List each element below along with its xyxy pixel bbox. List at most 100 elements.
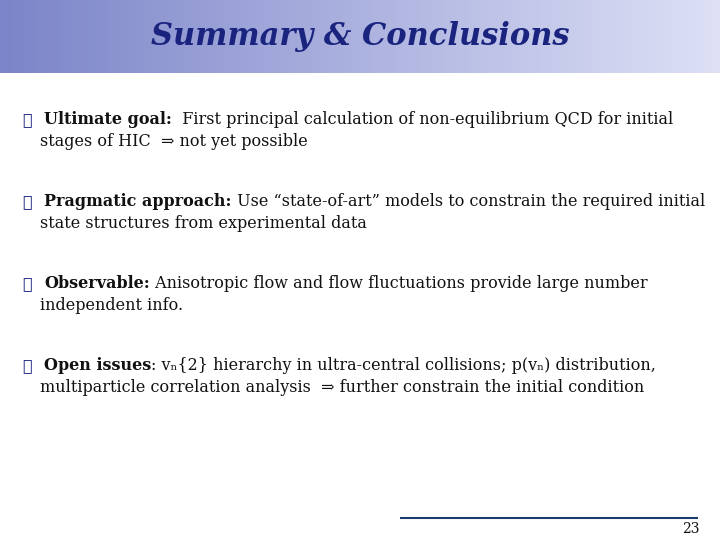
- Bar: [329, 0, 332, 73]
- Bar: [475, 0, 478, 73]
- Bar: [513, 0, 516, 73]
- Bar: [374, 0, 377, 73]
- Bar: [358, 0, 361, 73]
- Bar: [135, 0, 138, 73]
- Bar: [144, 0, 147, 73]
- Bar: [559, 0, 562, 73]
- Bar: [574, 0, 577, 73]
- Bar: [377, 0, 379, 73]
- Bar: [94, 0, 96, 73]
- Bar: [367, 0, 370, 73]
- Bar: [163, 0, 166, 73]
- Bar: [420, 0, 423, 73]
- Bar: [605, 0, 608, 73]
- Bar: [590, 0, 593, 73]
- Bar: [461, 0, 464, 73]
- Bar: [60, 0, 63, 73]
- Bar: [641, 0, 644, 73]
- Bar: [19, 0, 22, 73]
- Bar: [480, 0, 483, 73]
- Bar: [430, 0, 433, 73]
- Bar: [65, 0, 68, 73]
- Text: independent info.: independent info.: [40, 297, 183, 314]
- Bar: [283, 0, 286, 73]
- Bar: [346, 0, 348, 73]
- Bar: [171, 0, 174, 73]
- Bar: [456, 0, 459, 73]
- Bar: [331, 0, 334, 73]
- Bar: [372, 0, 375, 73]
- Bar: [269, 0, 271, 73]
- Bar: [533, 0, 536, 73]
- Bar: [81, 0, 84, 73]
- Bar: [254, 0, 257, 73]
- Bar: [449, 0, 451, 73]
- Bar: [317, 0, 320, 73]
- Bar: [204, 0, 207, 73]
- Bar: [547, 0, 550, 73]
- Bar: [41, 0, 44, 73]
- Bar: [689, 0, 692, 73]
- Bar: [711, 0, 714, 73]
- Bar: [423, 0, 426, 73]
- Bar: [598, 0, 600, 73]
- Bar: [310, 0, 312, 73]
- Bar: [650, 0, 653, 73]
- Bar: [470, 0, 473, 73]
- Bar: [250, 0, 253, 73]
- Bar: [715, 0, 718, 73]
- Bar: [252, 0, 255, 73]
- Bar: [398, 0, 401, 73]
- Bar: [161, 0, 163, 73]
- Bar: [247, 0, 250, 73]
- Bar: [187, 0, 190, 73]
- Bar: [29, 0, 32, 73]
- Bar: [451, 0, 454, 73]
- Bar: [31, 0, 34, 73]
- Text: Anisotropic flow and flow fluctuations provide large number: Anisotropic flow and flow fluctuations p…: [150, 275, 647, 292]
- Bar: [391, 0, 394, 73]
- Bar: [336, 0, 339, 73]
- Bar: [518, 0, 521, 73]
- Bar: [322, 0, 325, 73]
- Bar: [562, 0, 564, 73]
- Bar: [413, 0, 415, 73]
- Bar: [686, 0, 689, 73]
- Bar: [113, 0, 116, 73]
- Bar: [127, 0, 130, 73]
- Bar: [315, 0, 318, 73]
- Bar: [295, 0, 298, 73]
- Bar: [557, 0, 559, 73]
- Text: stages of HIC  ⇒ not yet possible: stages of HIC ⇒ not yet possible: [40, 133, 307, 150]
- Bar: [180, 0, 183, 73]
- Bar: [245, 0, 248, 73]
- Bar: [468, 0, 471, 73]
- Bar: [384, 0, 387, 73]
- Bar: [9, 0, 12, 73]
- Bar: [679, 0, 682, 73]
- Bar: [427, 0, 430, 73]
- Bar: [58, 0, 60, 73]
- Bar: [502, 0, 505, 73]
- Bar: [593, 0, 595, 73]
- Bar: [305, 0, 307, 73]
- Bar: [192, 0, 195, 73]
- Bar: [243, 0, 246, 73]
- Bar: [67, 0, 70, 73]
- Bar: [567, 0, 570, 73]
- Bar: [437, 0, 440, 73]
- Bar: [603, 0, 606, 73]
- Bar: [624, 0, 627, 73]
- Bar: [643, 0, 646, 73]
- Text: state structures from experimental data: state structures from experimental data: [40, 215, 367, 232]
- Bar: [5, 0, 8, 73]
- Bar: [209, 0, 212, 73]
- Bar: [14, 0, 17, 73]
- Bar: [439, 0, 442, 73]
- Bar: [571, 0, 574, 73]
- Bar: [473, 0, 476, 73]
- Bar: [189, 0, 192, 73]
- Bar: [53, 0, 55, 73]
- Bar: [545, 0, 548, 73]
- Bar: [27, 0, 30, 73]
